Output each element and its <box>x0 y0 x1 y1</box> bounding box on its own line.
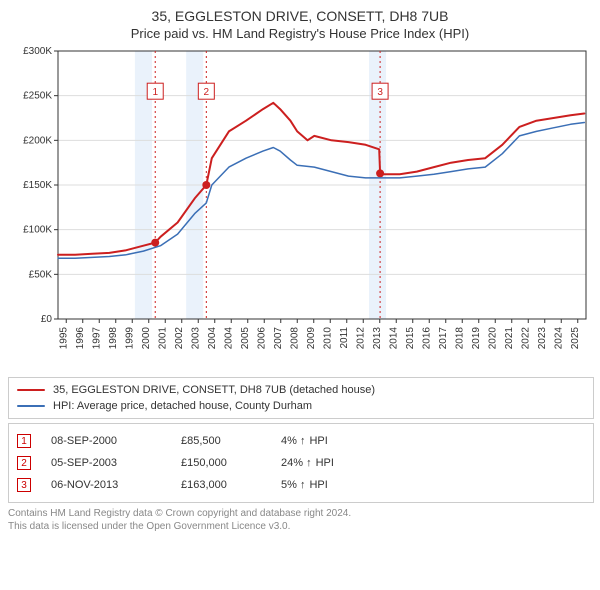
legend: 35, EGGLESTON DRIVE, CONSETT, DH8 7UB (d… <box>8 377 594 419</box>
title-sub: Price paid vs. HM Land Registry's House … <box>8 26 592 41</box>
xtick-label: 2001 <box>157 327 168 350</box>
xtick-label: 2002 <box>174 327 185 350</box>
event-date: 08-SEP-2000 <box>51 435 161 447</box>
xtick-label: 1999 <box>124 327 135 350</box>
event-badge: 2 <box>17 456 31 470</box>
legend-item: 35, EGGLESTON DRIVE, CONSETT, DH8 7UB (d… <box>17 382 585 398</box>
xtick-label: 1996 <box>75 327 86 350</box>
event-row: 1 08-SEP-2000 £85,500 4% ↑ HPI <box>17 430 585 452</box>
xtick-label: 2012 <box>355 327 366 350</box>
xtick-label: 2004 <box>207 327 218 350</box>
xtick-label: 2004 <box>223 327 234 350</box>
xtick-label: 2025 <box>570 327 581 350</box>
xtick-label: 2006 <box>256 327 267 350</box>
price-chart: £0 £50K £100K £150K £200K £250K £300K 1995 1996 1… <box>8 41 592 371</box>
event-badge-number: 3 <box>377 87 383 98</box>
event-row: 3 06-NOV-2013 £163,000 5% ↑ HPI <box>17 474 585 496</box>
events-table: 1 08-SEP-2000 £85,500 4% ↑ HPI 2 05-SEP-2003 £1… <box>8 423 594 503</box>
xtick-label: 2007 <box>273 327 284 350</box>
xtick-label: 2009 <box>306 327 317 350</box>
event-delta-value: 24% ↑ <box>281 457 312 469</box>
xtick-label: 2020 <box>487 327 498 350</box>
event-row: 2 05-SEP-2003 £150,000 24% ↑ HPI <box>17 452 585 474</box>
event-badge: 3 <box>17 478 31 492</box>
xtick-label: 2015 <box>405 327 416 350</box>
chart-container: £0 £50K £100K £150K £200K £250K £300K 1995 1996 1… <box>8 41 592 371</box>
xtick-label: 2003 <box>190 327 201 350</box>
event-delta: 24% ↑ HPI <box>281 457 371 469</box>
xtick-label: 1998 <box>108 327 119 350</box>
xtick-label: 2017 <box>438 327 449 350</box>
xtick-label: 2013 <box>372 327 383 350</box>
page-root: 35, EGGLESTON DRIVE, CONSETT, DH8 7UB Pr… <box>0 0 600 590</box>
xtick-label: 2016 <box>421 327 432 350</box>
ytick-label: £250K <box>23 91 52 102</box>
ytick-label: £0 <box>41 314 53 325</box>
xtick-label: 2018 <box>454 327 465 350</box>
xtick-label: 2014 <box>388 327 399 350</box>
event-delta-suffix: HPI <box>309 435 327 447</box>
event-delta-value: 4% ↑ <box>281 435 305 447</box>
ytick-label: £200K <box>23 135 52 146</box>
legend-swatch <box>17 389 45 391</box>
xtick-label: 2024 <box>553 327 564 350</box>
event-delta: 4% ↑ HPI <box>281 435 371 447</box>
legend-item: HPI: Average price, detached house, Coun… <box>17 398 585 414</box>
event-delta-value: 5% ↑ <box>281 479 305 491</box>
ytick-label: £150K <box>23 180 52 191</box>
legend-label: 35, EGGLESTON DRIVE, CONSETT, DH8 7UB (d… <box>53 382 375 398</box>
xtick-label: 2022 <box>520 327 531 350</box>
event-badge-number: 1 <box>152 87 158 98</box>
ytick-label: £100K <box>23 225 52 236</box>
event-date: 06-NOV-2013 <box>51 479 161 491</box>
event-date: 05-SEP-2003 <box>51 457 161 469</box>
xtick-label: 2005 <box>240 327 251 350</box>
event-delta-suffix: HPI <box>309 479 327 491</box>
xtick-label: 2000 <box>141 327 152 350</box>
legend-swatch <box>17 405 45 407</box>
event-price: £150,000 <box>181 457 261 469</box>
footnote: Contains HM Land Registry data © Crown c… <box>8 507 592 533</box>
event-price: £85,500 <box>181 435 261 447</box>
ytick-label: £50K <box>29 269 53 280</box>
xtick-label: 1997 <box>91 327 102 350</box>
event-delta: 5% ↑ HPI <box>281 479 371 491</box>
xtick-label: 2008 <box>289 327 300 350</box>
footnote-line1: Contains HM Land Registry data © Crown c… <box>8 507 592 520</box>
chart-titles: 35, EGGLESTON DRIVE, CONSETT, DH8 7UB Pr… <box>8 8 592 41</box>
xtick-label: 2011 <box>339 327 350 349</box>
event-badge: 1 <box>17 434 31 448</box>
legend-label: HPI: Average price, detached house, Coun… <box>53 398 312 414</box>
xtick-label: 2023 <box>537 327 548 350</box>
xtick-label: 2019 <box>471 327 482 350</box>
xtick-label: 1995 <box>58 327 69 350</box>
event-badge-number: 2 <box>204 87 210 98</box>
ytick-label: £300K <box>23 46 52 57</box>
xtick-label: 2021 <box>504 327 515 350</box>
event-delta-suffix: HPI <box>316 457 334 469</box>
title-main: 35, EGGLESTON DRIVE, CONSETT, DH8 7UB <box>8 8 592 24</box>
xtick-label: 2010 <box>322 327 333 350</box>
footnote-line2: This data is licensed under the Open Gov… <box>8 520 592 533</box>
event-price: £163,000 <box>181 479 261 491</box>
